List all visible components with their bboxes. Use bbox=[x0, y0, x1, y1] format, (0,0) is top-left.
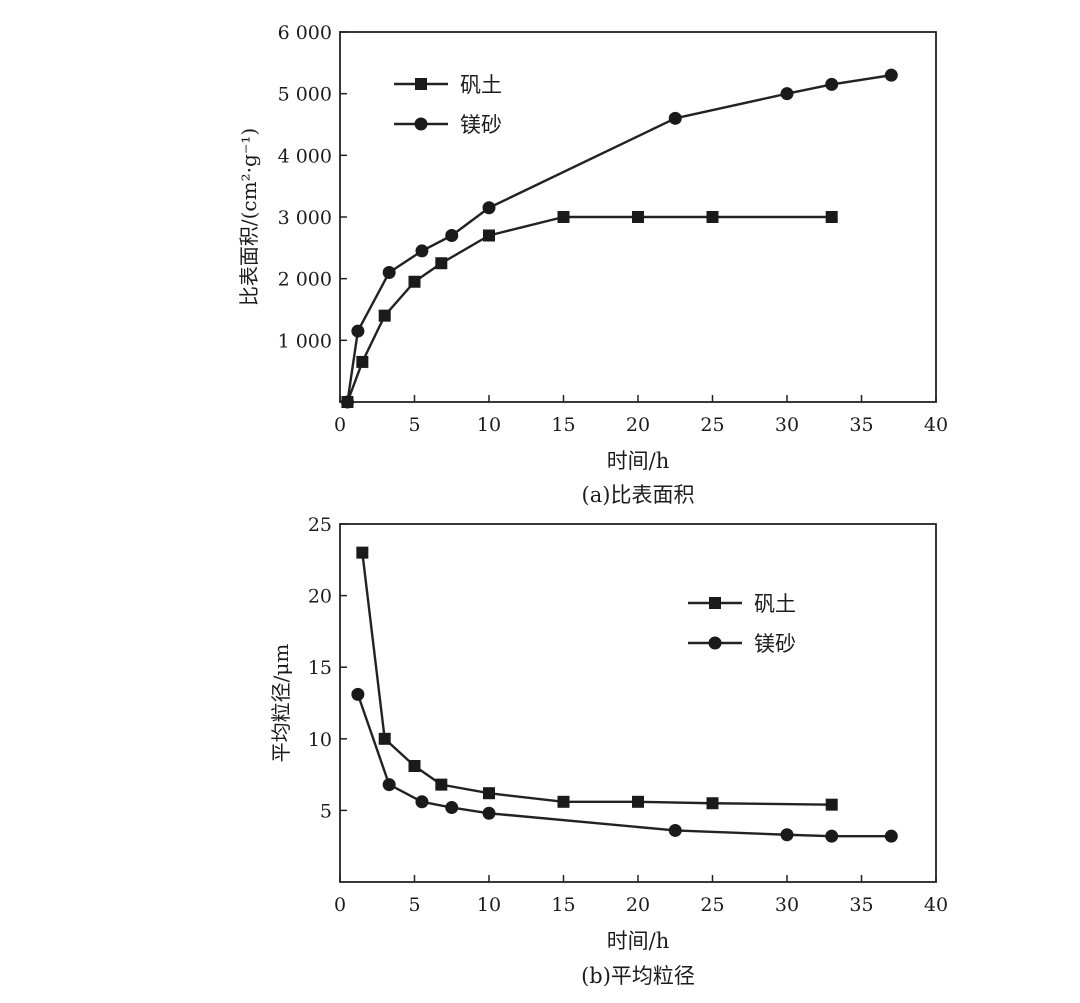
x-tick-label: 5 bbox=[408, 894, 420, 916]
x-tick-label: 10 bbox=[477, 894, 501, 916]
x-tick-label: 20 bbox=[626, 414, 650, 436]
y-tick-label: 2 000 bbox=[278, 269, 332, 291]
x-tick-label: 15 bbox=[551, 894, 575, 916]
data-point-square bbox=[632, 211, 644, 223]
data-point-circle bbox=[445, 229, 459, 242]
y-tick-label: 6 000 bbox=[278, 22, 332, 44]
data-point-square bbox=[706, 211, 719, 223]
data-point-square bbox=[408, 760, 421, 773]
chart-caption: (a)比表面积 bbox=[582, 483, 695, 507]
data-point-square bbox=[483, 229, 495, 242]
data-point-circle bbox=[668, 823, 682, 837]
data-point-square bbox=[378, 309, 391, 322]
x-tick-label: 5 bbox=[408, 414, 420, 436]
series-layer bbox=[340, 68, 898, 409]
y-tick-label: 3 000 bbox=[278, 207, 332, 229]
legend-label: 镁砂 bbox=[754, 632, 796, 656]
legend-label: 矾土 bbox=[754, 592, 796, 616]
y-tick-label: 5 000 bbox=[278, 84, 332, 106]
data-point-circle bbox=[382, 266, 396, 279]
y-tick-label: 5 bbox=[320, 800, 332, 822]
x-axis-label: 时间/h bbox=[607, 929, 670, 953]
data-point-circle bbox=[884, 829, 898, 843]
data-point-circle bbox=[884, 68, 898, 82]
x-tick-label: 20 bbox=[626, 894, 650, 916]
data-point-circle bbox=[825, 77, 839, 91]
data-point-square bbox=[483, 787, 495, 800]
series-line bbox=[361, 552, 832, 806]
data-point-circle bbox=[780, 828, 794, 842]
legend-marker-circle bbox=[708, 636, 722, 650]
x-tick-label: 30 bbox=[775, 894, 799, 916]
data-point-circle bbox=[668, 111, 682, 125]
series-layer bbox=[351, 546, 898, 843]
y-tick-label: 1 000 bbox=[278, 330, 332, 352]
x-tick-label: 40 bbox=[924, 894, 948, 916]
data-point-square bbox=[408, 275, 421, 288]
data-point-circle bbox=[482, 806, 496, 820]
series-line bbox=[356, 694, 892, 838]
legend-label: 矾土 bbox=[460, 73, 502, 97]
y-tick-label: 20 bbox=[308, 586, 332, 608]
data-point-circle bbox=[482, 201, 496, 215]
data-point-circle bbox=[445, 801, 459, 815]
data-point-circle bbox=[825, 829, 839, 843]
chart-caption: (b)平均粒径 bbox=[581, 964, 695, 988]
series-line bbox=[346, 215, 832, 403]
data-point-square bbox=[435, 257, 448, 270]
x-axis-label: 时间/h bbox=[607, 449, 670, 473]
data-point-square bbox=[825, 798, 838, 811]
x-tick-label: 10 bbox=[477, 414, 501, 436]
legend-marker-square bbox=[709, 597, 721, 609]
x-tick-label: 35 bbox=[849, 414, 873, 436]
data-point-circle bbox=[780, 87, 794, 101]
y-ticks: 5 10 15 20 25 bbox=[308, 514, 347, 822]
legend-marker-square bbox=[415, 78, 427, 90]
x-ticks: 0 5 10 15 20 25 30 35 40 bbox=[334, 395, 948, 436]
y-axis-label: 比表面积/(cm²·g⁻¹) bbox=[237, 128, 261, 306]
y-ticks: 1 000 2 000 3 000 4 000 5 000 6 000 bbox=[278, 22, 347, 352]
x-tick-label: 30 bbox=[775, 414, 799, 436]
data-point-square bbox=[356, 546, 369, 559]
data-point-square bbox=[378, 732, 391, 745]
data-point-circle bbox=[415, 795, 429, 809]
data-point-square bbox=[825, 211, 838, 223]
x-tick-label: 0 bbox=[334, 414, 346, 436]
x-ticks: 0 5 10 15 20 25 30 35 40 bbox=[334, 875, 948, 916]
y-tick-label: 25 bbox=[308, 514, 332, 536]
legend-marker-circle bbox=[414, 117, 428, 131]
y-tick-label: 10 bbox=[308, 729, 332, 751]
y-tick-label: 15 bbox=[308, 657, 332, 679]
data-point-square bbox=[356, 355, 369, 368]
chart-specific-surface-area: 0 5 10 15 20 25 30 35 40 1 000 2 000 3 000 4 000 5 0… bbox=[237, 22, 948, 507]
x-tick-label: 15 bbox=[551, 414, 575, 436]
plot-frame bbox=[339, 523, 937, 883]
data-point-square bbox=[435, 778, 448, 791]
data-point-circle bbox=[351, 324, 365, 338]
data-point-square bbox=[557, 211, 570, 223]
legend-label: 镁砂 bbox=[460, 113, 502, 137]
y-axis-label: 平均粒径/μm bbox=[269, 644, 293, 763]
x-tick-label: 25 bbox=[700, 414, 724, 436]
data-point-square bbox=[557, 795, 570, 808]
x-tick-label: 35 bbox=[849, 894, 873, 916]
x-tick-label: 0 bbox=[334, 894, 346, 916]
data-point-circle bbox=[340, 395, 354, 409]
data-point-square bbox=[632, 795, 644, 808]
y-tick-label: 4 000 bbox=[278, 145, 332, 167]
data-point-circle bbox=[415, 244, 429, 258]
x-tick-label: 40 bbox=[924, 414, 948, 436]
x-tick-label: 25 bbox=[700, 894, 724, 916]
data-point-square bbox=[706, 797, 719, 810]
data-point-circle bbox=[351, 687, 365, 701]
data-point-circle bbox=[382, 778, 396, 792]
series-line bbox=[346, 73, 892, 403]
